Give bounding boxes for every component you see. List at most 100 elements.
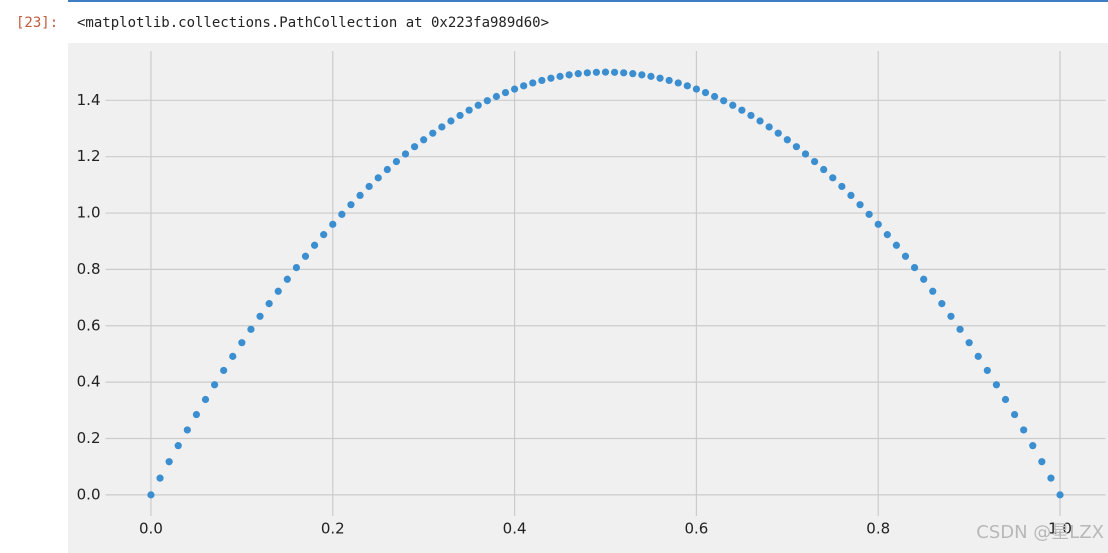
- point: [720, 97, 728, 105]
- point: [183, 426, 191, 434]
- point: [765, 123, 773, 131]
- point: [901, 252, 910, 260]
- point: [692, 85, 701, 93]
- point: [620, 69, 628, 77]
- point: [210, 381, 219, 389]
- point: [656, 74, 664, 82]
- point: [510, 85, 519, 93]
- point: [556, 72, 564, 80]
- point: [792, 143, 801, 151]
- point: [265, 300, 273, 308]
- point: [283, 275, 291, 283]
- point: [801, 150, 810, 158]
- point: [1020, 426, 1028, 434]
- x-tick-label: 1.0: [1048, 520, 1072, 538]
- point: [429, 129, 437, 137]
- x-tick-label: 0.0: [139, 520, 163, 538]
- x-tick-label: 0.8: [866, 520, 890, 538]
- point: [310, 241, 319, 249]
- point: [565, 71, 573, 79]
- point: [647, 72, 655, 80]
- point: [465, 106, 473, 114]
- point: [238, 339, 246, 347]
- point: [956, 325, 964, 333]
- cell-output: <matplotlib.collections.PathCollection a…: [77, 15, 550, 31]
- point: [638, 71, 646, 79]
- point: [420, 136, 428, 144]
- point: [483, 97, 491, 105]
- point: [865, 210, 873, 218]
- point: [829, 174, 837, 182]
- point: [856, 201, 864, 209]
- point: [383, 165, 391, 174]
- x-tick-label: 0.4: [503, 520, 527, 538]
- point: [583, 69, 591, 77]
- point: [738, 106, 746, 114]
- point: [1010, 410, 1019, 419]
- point: [729, 101, 737, 109]
- figure-background: [68, 43, 1108, 553]
- point: [574, 70, 582, 78]
- point: [1001, 395, 1010, 404]
- point: [1047, 474, 1055, 482]
- point: [938, 300, 946, 308]
- y-tick-label: 0.4: [77, 373, 101, 391]
- x-tick-label: 0.6: [684, 520, 708, 538]
- point: [874, 220, 882, 228]
- point: [838, 182, 846, 191]
- point: [301, 252, 310, 260]
- point: [410, 143, 419, 151]
- point: [529, 79, 537, 87]
- point: [247, 325, 255, 333]
- point: [274, 287, 282, 295]
- point: [474, 101, 482, 109]
- point: [492, 92, 501, 101]
- point: [456, 111, 464, 120]
- point: [674, 79, 682, 87]
- point: [747, 111, 755, 120]
- point: [1056, 491, 1064, 499]
- point: [320, 231, 328, 239]
- point: [929, 287, 937, 295]
- point: [192, 410, 201, 419]
- point: [810, 157, 819, 166]
- point: [592, 68, 601, 76]
- point: [256, 312, 264, 320]
- point: [165, 458, 173, 466]
- point: [883, 231, 891, 239]
- point: [520, 82, 528, 90]
- point: [820, 165, 828, 174]
- point: [201, 395, 210, 404]
- point: [892, 241, 901, 249]
- point: [365, 182, 373, 191]
- watermark: CSDN @星LZX: [976, 522, 1104, 543]
- point: [610, 68, 619, 76]
- point: [947, 312, 955, 320]
- point: [783, 136, 791, 144]
- point: [501, 88, 510, 97]
- y-tick-label: 1.4: [77, 91, 101, 109]
- point: [756, 117, 764, 125]
- point: [629, 70, 637, 78]
- y-tick-label: 1.2: [77, 147, 101, 165]
- y-tick-label: 1.0: [77, 204, 101, 222]
- point: [447, 117, 455, 125]
- point: [601, 68, 610, 76]
- point: [774, 129, 782, 137]
- point: [847, 191, 855, 200]
- point: [665, 76, 673, 85]
- point: [374, 174, 382, 182]
- point: [974, 352, 982, 360]
- point: [147, 491, 155, 499]
- point: [910, 264, 919, 272]
- point: [538, 76, 546, 85]
- point: [438, 123, 446, 131]
- point: [920, 275, 928, 283]
- point: [547, 74, 555, 82]
- point: [156, 474, 164, 482]
- point: [329, 220, 337, 228]
- point: [347, 201, 355, 209]
- point: [220, 366, 228, 375]
